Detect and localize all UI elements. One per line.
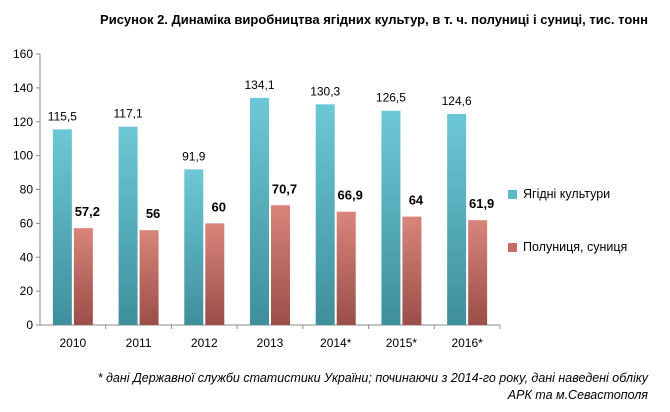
chart-title: Рисунок 2. Динаміка виробництва ягідних … [100,12,648,27]
data-label-berries: 134,1 [244,78,274,92]
data-label-berries: 124,6 [442,94,472,108]
x-tick-label: 2014* [320,336,352,350]
data-label-strawberry: 60 [212,199,226,214]
x-tick-label: 2016* [451,336,483,350]
data-label-berries: 126,5 [376,91,406,105]
y-tick-label: 140 [13,81,33,95]
data-label-strawberry: 66,9 [338,188,363,203]
legend-swatch-strawberry [508,242,517,252]
x-tick-label: 2011 [126,336,152,350]
legend-label-berries: Ягідні культури [523,187,611,201]
x-tick-label: 2013 [257,336,284,350]
bar-strawberry [73,228,93,325]
footnote: * дані Державної служби статистики Украї… [28,370,648,404]
bar-berries [381,110,401,325]
x-tick-label: 2010 [60,336,87,350]
footnote-line-1: * дані Державної служби статистики Украї… [97,371,648,385]
bar-berries [184,169,204,325]
legend-item-berries: Ягідні культури [508,187,610,201]
data-label-strawberry: 70,7 [272,181,297,196]
y-tick-label: 120 [13,115,33,129]
legend-swatch-berries [508,189,517,199]
bar-strawberry [271,205,290,325]
legend-label-strawberry: Полуниця, суниця [523,240,628,254]
bar-berries [447,113,467,326]
y-tick-label: 20 [20,284,34,298]
data-label-berries: 130,3 [310,84,340,98]
data-label-berries: 115,5 [48,109,77,123]
data-label-strawberry: 57,2 [75,204,100,219]
bar-berries [118,126,138,326]
data-label-strawberry: 61,9 [469,196,494,211]
data-label-berries: 117,1 [114,107,143,121]
bar-strawberry [336,211,356,325]
data-label-strawberry: 56 [146,206,160,221]
bar-strawberry [139,230,159,325]
bar-berries [250,97,269,325]
y-tick-label: 0 [26,318,33,332]
bar-strawberry [402,216,422,325]
bar-berries [52,129,72,325]
x-tick-label: 2015* [386,336,418,350]
y-tick-label: 40 [20,250,34,264]
data-label-berries: 91,9 [182,149,206,163]
x-tick-label: 2012 [191,336,218,350]
bar-strawberry [205,223,225,325]
legend-item-strawberry: Полуниця, суниця [508,240,627,254]
y-tick-label: 160 [13,47,33,61]
data-label-strawberry: 64 [409,193,424,208]
bar-berries [315,104,335,325]
y-tick-label: 60 [20,216,34,230]
y-tick-label: 80 [20,183,34,197]
y-tick-label: 100 [13,149,33,163]
bar-strawberry [468,220,488,325]
footnote-line-2: АРК та м.Севастополя [507,388,648,402]
